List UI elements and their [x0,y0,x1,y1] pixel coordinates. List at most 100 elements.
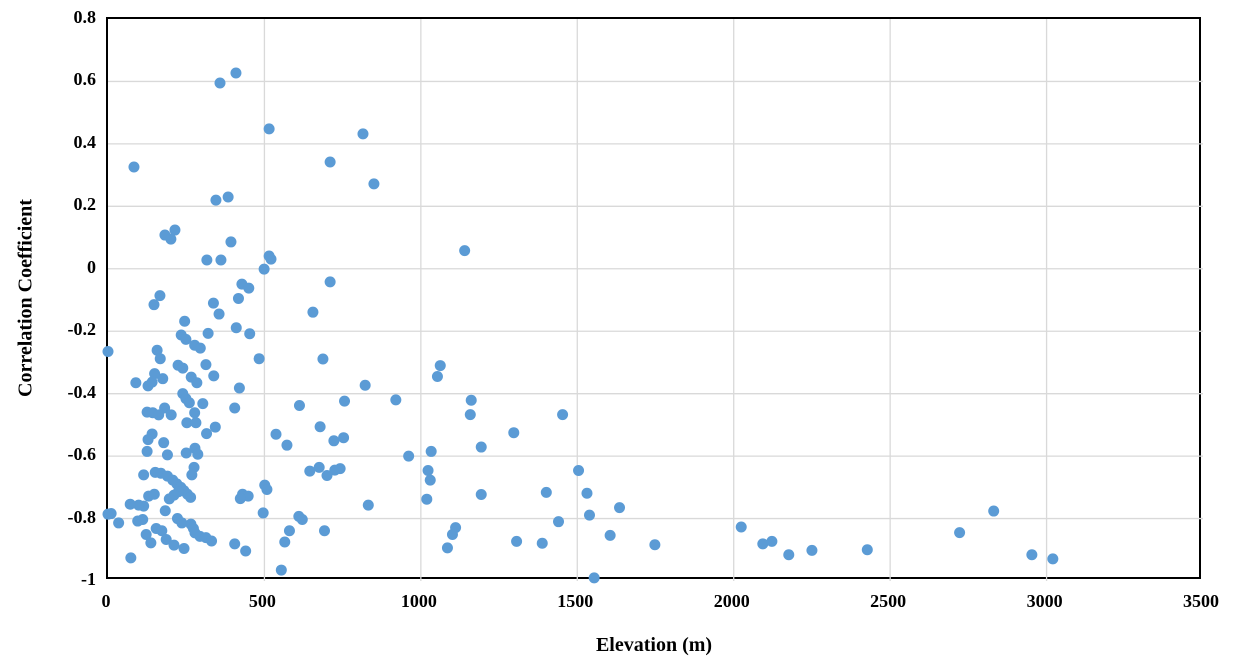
data-point [434,360,446,372]
data-point [553,516,565,528]
data-point [192,448,204,460]
data-point [257,507,269,519]
data-point [441,542,453,554]
data-point [511,535,523,547]
data-point [210,194,222,206]
data-point [261,484,273,496]
x-tick-label: 2500 [870,591,907,611]
data-point [359,379,371,391]
y-tick-label: 0.4 [73,131,97,152]
data-point [185,491,197,503]
data-point [279,536,291,548]
data-point [270,428,282,440]
data-point [191,377,203,389]
data-point [240,545,252,557]
data-point [229,402,241,414]
x-axis-title: Elevation (m) [595,634,713,656]
data-point [222,191,234,203]
data-point [197,398,209,410]
data-point [465,394,477,406]
x-tick-label: 1000 [400,591,437,611]
data-point [181,417,193,429]
x-tick-label: 3000 [1026,591,1063,611]
y-tick-label: -1 [81,569,96,589]
data-point [318,525,330,537]
data-point [133,499,145,511]
data-point [588,572,600,584]
chart-canvas [102,19,1203,584]
data-point [243,282,255,294]
data-point [464,409,476,421]
y-axis-title: Correlation Coefficient [14,199,37,397]
y-tick-label: -0.2 [67,319,97,340]
data-point [557,409,569,421]
data-point [138,469,150,481]
data-point [293,400,305,412]
data-point [202,327,214,339]
data-point [334,463,346,475]
data-point [475,489,487,501]
data-point [244,328,256,340]
data-point [177,362,189,374]
plot-area [102,17,1203,584]
data-point [403,450,415,462]
data-point [130,377,142,389]
data-point [215,254,227,266]
data-point [424,474,436,486]
data-point [168,539,180,551]
y-tick-label: -0.8 [67,506,97,527]
data-point [214,77,226,89]
data-point [1047,553,1059,565]
data-point [265,253,277,265]
data-point [536,537,548,549]
data-point [201,428,213,440]
data-point [183,397,195,409]
data-point [186,469,198,481]
x-tick-label: 1500 [557,591,594,611]
data-point [362,499,374,511]
data-point [149,368,161,380]
data-point [233,382,245,394]
data-point [148,299,160,311]
data-point [180,333,192,345]
data-point [124,498,136,510]
data-point [151,344,163,356]
data-point [861,544,873,556]
data-point [146,376,158,388]
data-point [137,513,149,525]
data-point [148,488,160,500]
data-point [207,297,219,309]
data-point [421,493,433,505]
y-tick-label: 0.2 [73,194,97,215]
data-point [324,156,336,168]
y-tick-label: 0.8 [73,7,97,27]
x-tick-label: 3500 [1183,591,1219,611]
data-point [604,529,616,541]
data-point [234,493,246,505]
data-point [614,502,626,514]
data-point [159,505,171,517]
data-point [307,306,319,318]
data-point [314,421,326,433]
data-point [229,538,241,550]
data-point [263,123,275,135]
data-point [446,528,458,540]
data-point [649,539,661,551]
data-point [368,178,380,190]
data-point [156,525,168,537]
data-point [757,538,769,550]
data-point [142,434,154,446]
data-point [317,353,329,365]
data-point [165,233,177,245]
data-point [766,535,778,547]
data-point [338,432,350,444]
data-point [459,245,471,257]
data-point [180,447,192,459]
data-point [178,543,190,555]
data-point [258,263,270,275]
data-point [140,528,152,540]
data-point [573,464,585,476]
data-point [125,552,137,564]
data-point [169,224,181,236]
data-point [431,370,443,382]
